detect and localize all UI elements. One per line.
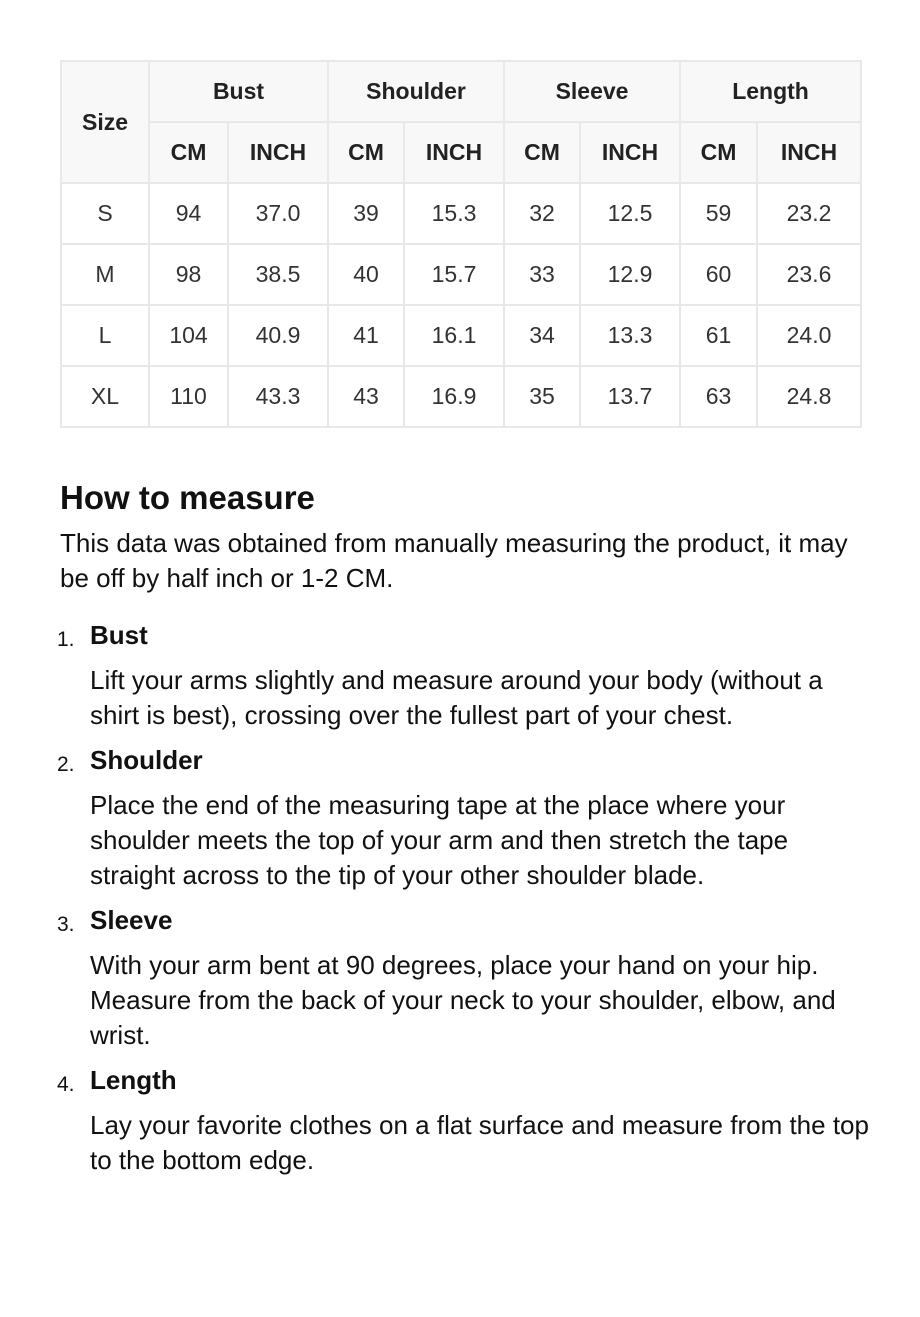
table-row: S 94 37.0 39 15.3 32 12.5 59 23.2 [60, 182, 863, 245]
size-chart-table: Size Bust Shoulder Sleeve Length CM INCH C… [60, 60, 863, 428]
measure-step: 1. Bust Lift your arms slightly and measur… [57, 618, 870, 733]
measure-step: 4. Length Lay your favorite clothes on a f… [57, 1063, 870, 1178]
step-description: With your arm bent at 90 degrees, place … [90, 950, 836, 1050]
measurement-cell: 37.0 [227, 182, 329, 245]
measurement-cell: 24.0 [756, 304, 863, 367]
measurement-cell: 39 [327, 182, 405, 245]
unit-header-row: CM INCH CM INCH CM INCH CM INCH [61, 121, 863, 184]
step-number: 4. [57, 1073, 75, 1096]
step-number: 3. [57, 913, 75, 936]
measurement-cell: 60 [679, 243, 759, 306]
measure-step: 2. Shoulder Place the end of the measuring… [57, 743, 870, 893]
measurement-cell: 38.5 [227, 243, 329, 306]
table-row: L 104 40.9 41 16.1 34 13.3 61 24.0 [60, 304, 863, 367]
measurement-cell: 24.8 [756, 365, 863, 428]
measurement-cell: 40.9 [227, 304, 329, 367]
measure-steps-list: 1. Bust Lift your arms slightly and measur… [57, 618, 870, 1178]
unit-header: CM [327, 121, 405, 184]
group-header-sleeve: Sleeve [503, 60, 682, 123]
measurement-cell: 23.6 [756, 243, 863, 306]
size-header: Size [60, 60, 150, 184]
step-number: 2. [57, 753, 75, 776]
measurement-cell: 43 [327, 365, 405, 428]
unit-header: INCH [579, 121, 682, 184]
unit-header: INCH [402, 121, 506, 184]
group-header-bust: Bust [148, 60, 329, 123]
measurement-cell: 23.2 [756, 182, 863, 245]
table-row: XL 110 43.3 43 16.9 35 13.7 63 24.8 [60, 365, 863, 428]
size-cell: M [60, 243, 150, 306]
measurement-cell: 43.3 [227, 365, 329, 428]
unit-header: CM [148, 121, 229, 184]
intro-text: This data was obtained from manually mea… [60, 528, 848, 593]
measurement-cell: 61 [679, 304, 759, 367]
how-to-measure-section: How to measure This data was obtained fr… [57, 476, 870, 1188]
measurement-cell: 15.7 [402, 243, 506, 306]
measurement-cell: 110 [148, 365, 229, 428]
step-title: Length [90, 1065, 177, 1095]
size-cell: S [60, 182, 150, 245]
measurement-cell: 15.3 [402, 182, 506, 245]
step-number: 1. [57, 628, 75, 651]
measurement-cell: 16.1 [402, 304, 506, 367]
table-row: M 98 38.5 40 15.7 33 12.9 60 23.6 [60, 243, 863, 306]
step-description: Lift your arms slightly and measure arou… [90, 665, 823, 730]
measurement-cell: 13.3 [579, 304, 682, 367]
step-title: Bust [90, 620, 148, 650]
size-cell: L [60, 304, 150, 367]
step-title: Shoulder [90, 745, 203, 775]
measurement-cell: 94 [148, 182, 229, 245]
step-description: Place the end of the measuring tape at t… [90, 790, 789, 890]
measurement-cell: 32 [503, 182, 582, 245]
measurement-cell: 41 [327, 304, 405, 367]
measurement-cell: 34 [503, 304, 582, 367]
unit-header: CM [503, 121, 582, 184]
measurement-cell: 98 [148, 243, 229, 306]
group-header-length: Length [679, 60, 863, 123]
measure-step: 3. Sleeve With your arm bent at 90 degrees… [57, 903, 870, 1053]
measurement-cell: 12.5 [579, 182, 682, 245]
measurement-cell: 12.9 [579, 243, 682, 306]
measurement-cell: 59 [679, 182, 759, 245]
measurement-cell: 35 [503, 365, 582, 428]
measurement-cell: 40 [327, 243, 405, 306]
measurement-cell: 63 [679, 365, 759, 428]
size-cell: XL [60, 365, 150, 428]
measurement-cell: 16.9 [402, 365, 506, 428]
unit-header: INCH [756, 121, 863, 184]
group-header-row: Size Bust Shoulder Sleeve Length [60, 60, 863, 184]
unit-header: CM [679, 121, 759, 184]
unit-header: INCH [227, 121, 329, 184]
measurement-cell: 104 [148, 304, 229, 367]
group-header-shoulder: Shoulder [326, 60, 506, 123]
step-description: Lay your favorite clothes on a flat surf… [90, 1110, 869, 1175]
measurement-cell: 13.7 [579, 365, 682, 428]
measurement-cell: 33 [503, 243, 582, 306]
step-title: Sleeve [90, 905, 173, 935]
section-title: How to measure [60, 479, 315, 516]
